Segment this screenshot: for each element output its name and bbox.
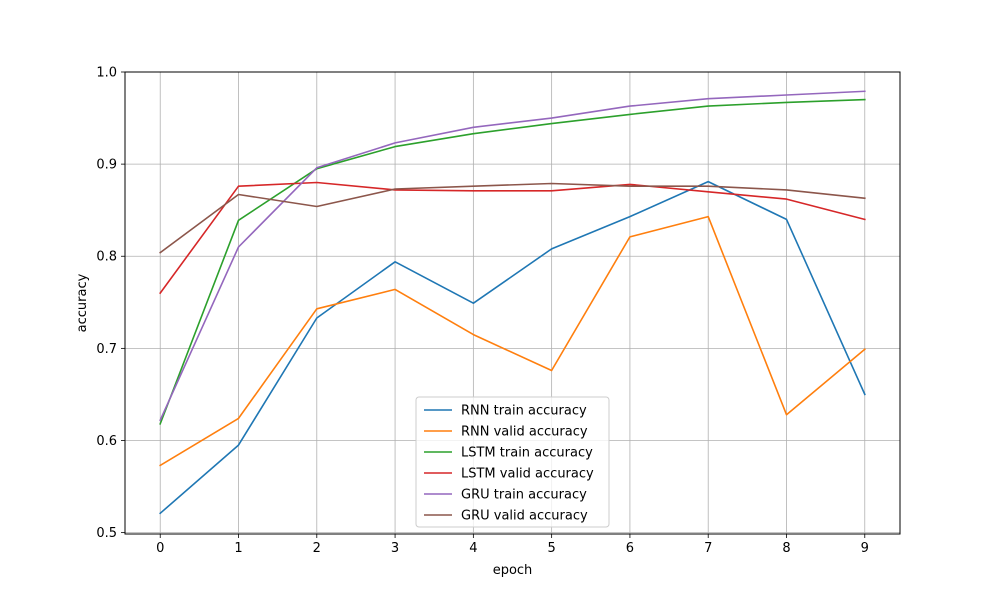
y-tick-label: 0.5 — [96, 526, 117, 541]
plot-area-frame — [124, 71, 901, 535]
legend-label-rnn-valid-accuracy: RNN valid accuracy — [461, 425, 588, 440]
legend-label-lstm-train-accuracy: LSTM train accuracy — [461, 446, 593, 461]
y-tick-label: 0.7 — [96, 342, 117, 357]
legend-label-gru-train-accuracy: GRU train accuracy — [461, 488, 587, 503]
series-line-gru-valid-accuracy — [159, 182, 866, 254]
series-line-lstm-train-accuracy — [159, 98, 866, 425]
x-tick-label: 3 — [391, 541, 399, 556]
y-tick-label: 0.6 — [96, 434, 117, 449]
y-axis-label: accuracy — [75, 273, 90, 332]
legend-items: RNN train accuracy RNN valid accuracy LSTM… — [424, 404, 594, 524]
x-tick-label: 1 — [234, 541, 242, 556]
x-axis-label: epoch — [493, 563, 533, 578]
x-tick-label: 0 — [156, 541, 164, 556]
x-tick-label: 7 — [704, 541, 712, 556]
x-tick-label: 4 — [469, 541, 477, 556]
legend: RNN train accuracy RNN valid accuracy LSTM… — [415, 396, 610, 528]
x-tick-label: 5 — [548, 541, 556, 556]
series-line-gru-train-accuracy — [159, 90, 866, 422]
y-axis-ticks: 0.5 0.6 0.7 0.8 0.9 1.0 — [96, 66, 125, 541]
legend-box — [415, 396, 610, 528]
x-tick-label: 8 — [782, 541, 790, 556]
series-line-lstm-valid-accuracy — [159, 181, 866, 295]
legend-label-rnn-train-accuracy: RNN train accuracy — [461, 404, 587, 419]
y-tick-label: 0.9 — [96, 158, 117, 173]
legend-label-lstm-valid-accuracy: LSTM valid accuracy — [461, 467, 594, 482]
x-tick-label: 2 — [313, 541, 321, 556]
x-tick-label: 9 — [861, 541, 869, 556]
legend-label-gru-valid-accuracy: GRU valid accuracy — [461, 509, 588, 524]
x-tick-label: 6 — [626, 541, 634, 556]
series-layer — [159, 90, 866, 515]
y-tick-label: 0.8 — [96, 250, 117, 265]
series-line-rnn-valid-accuracy — [159, 215, 866, 467]
series-line-rnn-train-accuracy — [159, 180, 866, 515]
x-axis-ticks: 0 1 2 3 4 5 6 7 8 9 — [156, 534, 869, 556]
y-tick-label: 1.0 — [96, 66, 117, 81]
